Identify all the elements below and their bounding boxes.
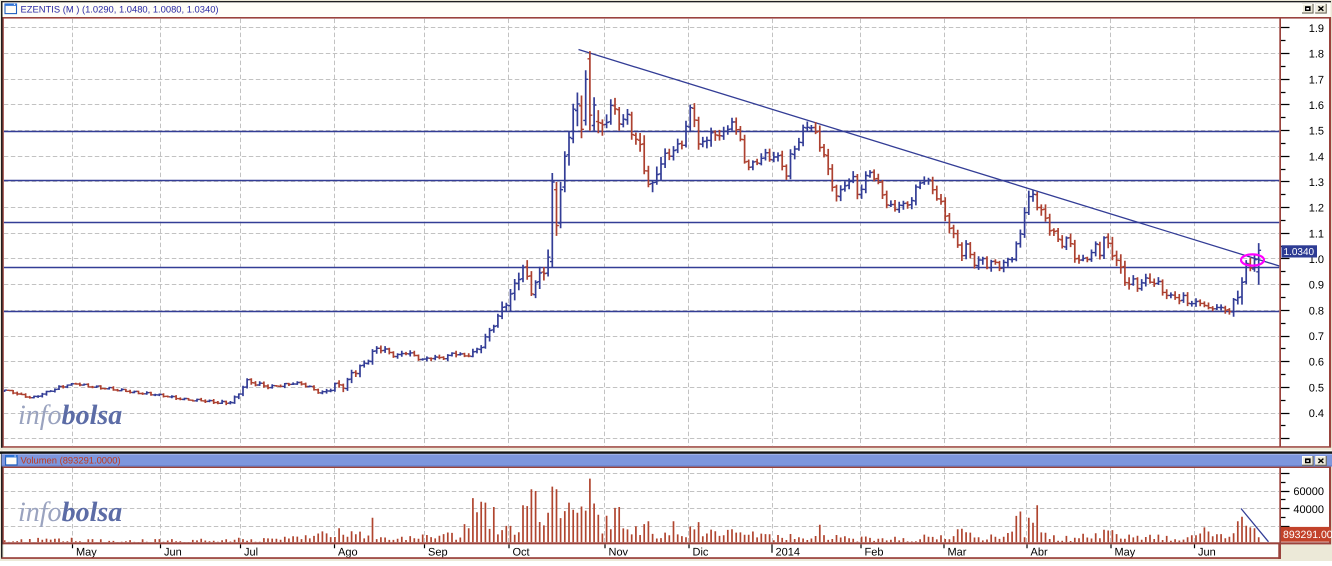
svg-text:Abr: Abr [1031,546,1048,558]
svg-text:Jun: Jun [1198,546,1216,558]
svg-text:Dic: Dic [693,546,709,558]
svg-text:infobolsa: infobolsa [18,497,122,528]
svg-text:Jul: Jul [244,546,258,558]
svg-text:Ago: Ago [338,546,358,558]
svg-text:2014: 2014 [776,546,800,558]
svg-text:0.7: 0.7 [1309,331,1324,343]
svg-text:1.2: 1.2 [1309,203,1324,215]
svg-text:0.8: 0.8 [1309,305,1324,317]
svg-text:EZENTIS (M ) (1.0290, 1.0480,: EZENTIS (M ) (1.0290, 1.0480, 1.0080, 1.… [21,4,219,15]
svg-text:1.3: 1.3 [1309,177,1324,189]
svg-text:May: May [1115,546,1136,558]
svg-text:May: May [76,546,97,558]
svg-text:Volumen (893291.0000): Volumen (893291.0000) [21,455,121,466]
svg-text:0.6: 0.6 [1309,357,1324,369]
svg-text:40000: 40000 [1293,504,1324,516]
svg-text:0.4: 0.4 [1309,408,1324,420]
svg-text:1.4: 1.4 [1309,151,1324,163]
svg-text:1.8: 1.8 [1309,49,1324,61]
svg-text:1.7: 1.7 [1309,74,1324,86]
svg-text:893291.00: 893291.00 [1283,529,1332,541]
svg-text:1.1: 1.1 [1309,228,1324,240]
svg-text:infobolsa: infobolsa [18,400,122,431]
svg-text:1.6: 1.6 [1309,100,1324,112]
svg-text:60000: 60000 [1293,486,1324,498]
svg-text:Sep: Sep [428,546,448,558]
svg-text:1.0340: 1.0340 [1284,247,1315,258]
svg-text:Jun: Jun [164,546,182,558]
svg-text:Nov: Nov [609,546,629,558]
svg-text:1.9: 1.9 [1309,23,1324,35]
svg-text:0.9: 0.9 [1309,280,1324,292]
svg-text:Oct: Oct [513,546,530,558]
svg-text:Feb: Feb [865,546,884,558]
svg-text:1.5: 1.5 [1309,126,1324,138]
svg-text:Mar: Mar [948,546,967,558]
svg-text:0.5: 0.5 [1309,382,1324,394]
